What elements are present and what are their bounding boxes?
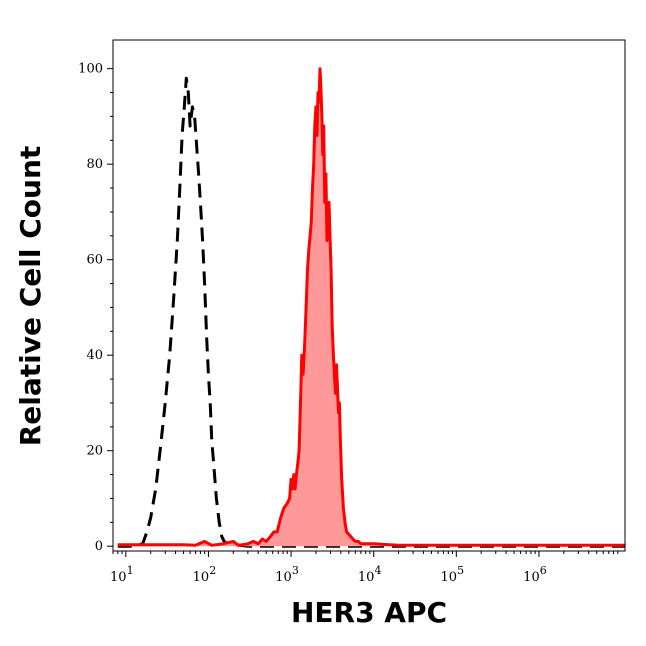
y-tick-label: 40 <box>86 348 103 363</box>
x-tick-label: 101 <box>110 564 134 585</box>
y-axis-title: Relative Cell Count <box>14 146 47 447</box>
y-tick-label: 60 <box>86 253 103 268</box>
y-tick-label: 100 <box>78 62 103 77</box>
x-tick-label: 103 <box>275 564 299 585</box>
x-tick-label: 106 <box>523 564 547 585</box>
series-layer <box>117 67 626 548</box>
y-tick-label: 0 <box>95 539 103 554</box>
x-tick-label: 105 <box>441 564 465 585</box>
x-axis: 101 102 103 104 105 106 <box>110 551 619 585</box>
x-tick-label: 102 <box>193 564 217 585</box>
series-line-0 <box>117 76 625 548</box>
series-line-1 <box>117 67 625 547</box>
y-tick-label: 20 <box>86 444 103 459</box>
y-tick-label: 80 <box>86 157 103 172</box>
x-tick-label: 104 <box>358 564 382 585</box>
plot-frame <box>112 39 626 552</box>
series-fill-1 <box>117 68 626 547</box>
y-axis: 0 20 40 60 80 100 <box>78 62 113 554</box>
x-axis-title: HER3 APC <box>291 596 447 629</box>
